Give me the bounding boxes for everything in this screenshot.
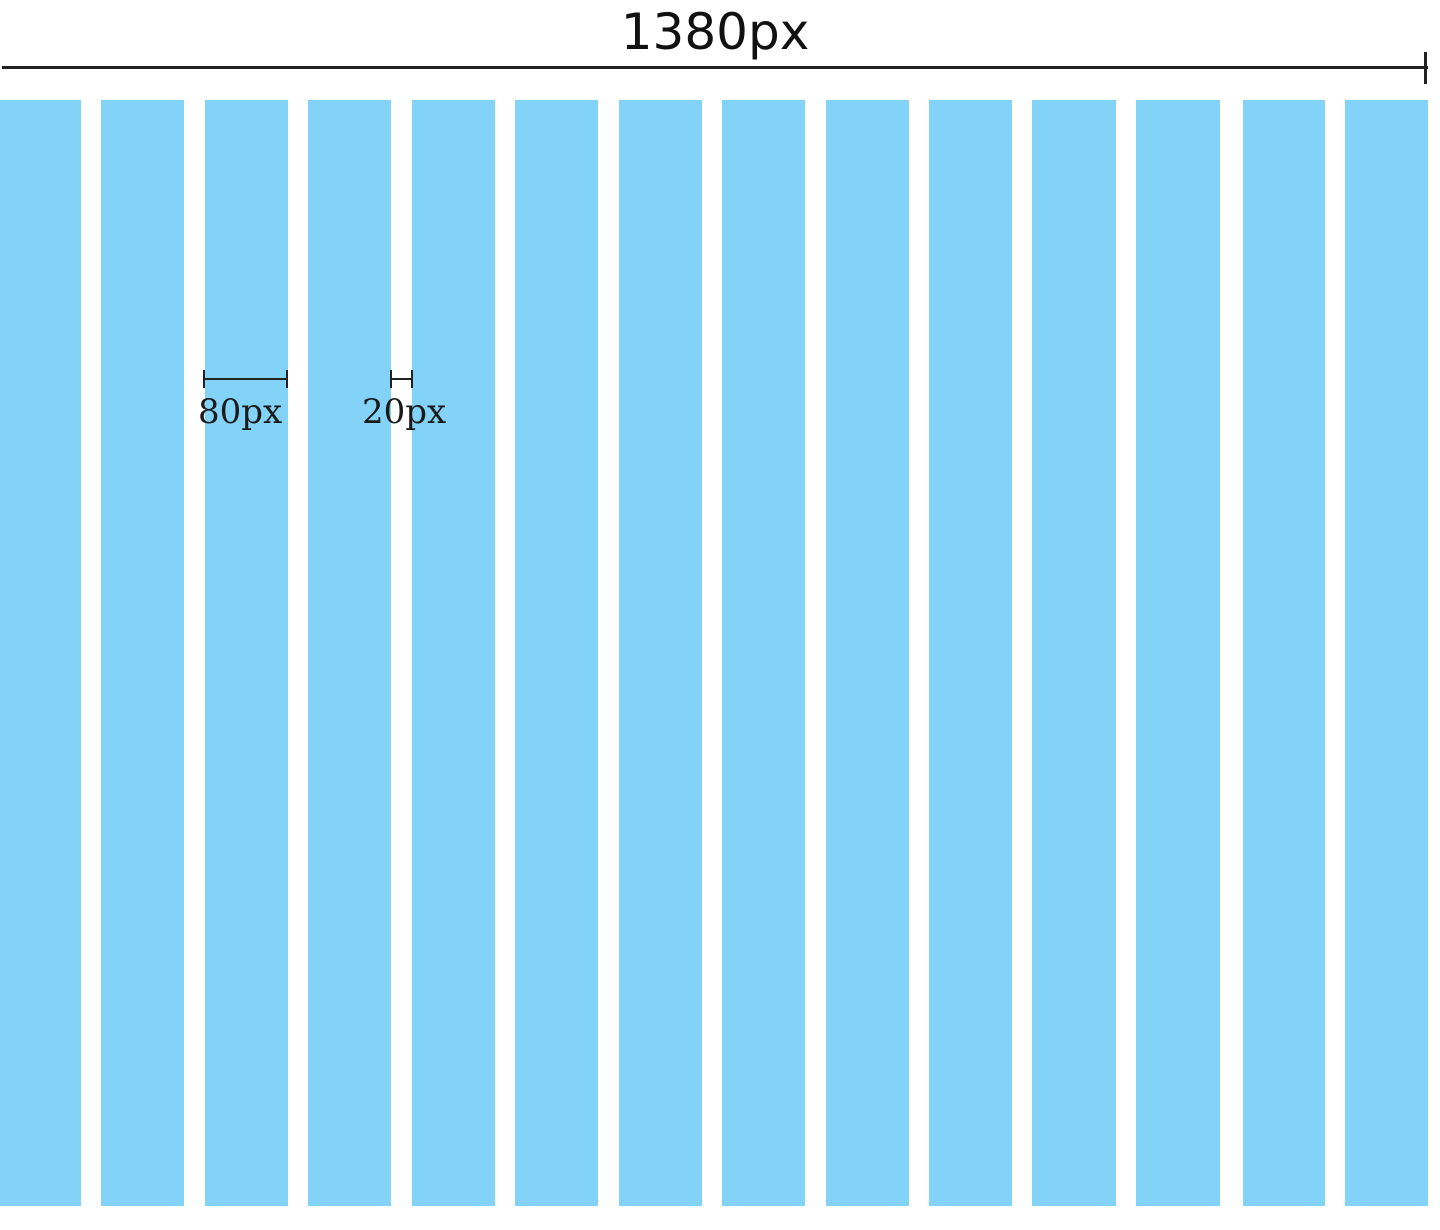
column-grid: [0, 100, 1440, 1206]
column-width-dimension-end-tick: [286, 370, 288, 388]
grid-column-10: [929, 100, 1012, 1206]
total-width-label: 1380px: [620, 3, 810, 61]
grid-column-7: [619, 100, 702, 1206]
gutter-width-dimension-line: [391, 378, 412, 380]
gutter-width-dimension-start-tick: [390, 370, 392, 388]
gutter-width-label: 20px: [362, 392, 447, 432]
total-width-dimension-end-tick: [1424, 52, 1427, 84]
grid-column-4: [308, 100, 391, 1206]
grid-column-12: [1136, 100, 1220, 1206]
grid-column-6: [515, 100, 598, 1206]
grid-column-13: [1243, 100, 1325, 1206]
grid-column-3: [205, 100, 288, 1206]
column-width-dimension-line: [204, 378, 288, 380]
grid-column-14: [1345, 100, 1428, 1206]
grid-column-2: [101, 100, 184, 1206]
grid-column-5: [412, 100, 495, 1206]
total-width-dimension-line: [2, 66, 1428, 69]
gutter-width-dimension-end-tick: [411, 370, 413, 388]
column-width-dimension-start-tick: [203, 370, 205, 388]
column-width-label: 80px: [198, 392, 283, 432]
grid-column-8: [722, 100, 805, 1206]
grid-column-11: [1032, 100, 1116, 1206]
grid-column-1: [0, 100, 81, 1206]
grid-column-9: [826, 100, 909, 1206]
